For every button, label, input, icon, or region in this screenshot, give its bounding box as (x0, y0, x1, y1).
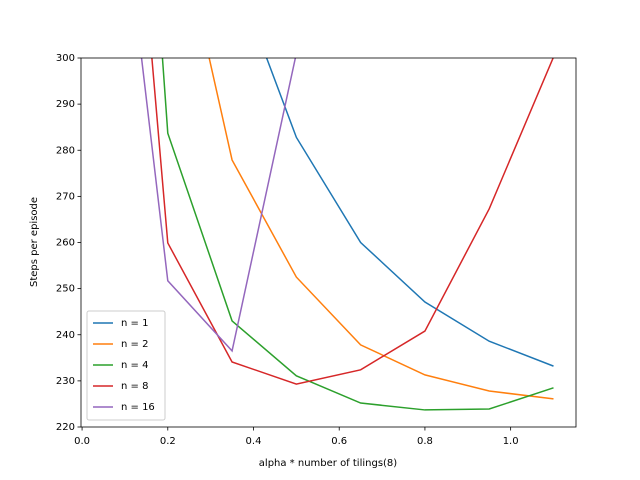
plot-area (140, 58, 554, 411)
axes-frame (80, 57, 577, 428)
x-tick-label: 0.4 (246, 436, 262, 447)
series-line (161, 58, 554, 411)
x-tick-label: 0.2 (160, 436, 176, 447)
y-tick-label: 260 (56, 238, 75, 249)
y-tick-label: 250 (56, 284, 75, 295)
x-axis-label: alpha * number of tilings(8) (259, 458, 398, 469)
y-tick-label: 280 (56, 145, 75, 156)
legend-label: n = 2 (121, 339, 148, 350)
legend-label: n = 1 (121, 318, 148, 329)
y-tick-label: 240 (56, 330, 75, 341)
y-tick-label: 220 (56, 422, 75, 433)
x-tick-label: 0.0 (74, 436, 90, 447)
y-tick-label: 230 (56, 376, 75, 387)
y-axis-label: Steps per episode (29, 197, 40, 287)
legend-label: n = 16 (121, 402, 155, 413)
y-tick-label: 270 (56, 191, 75, 202)
y-tick-label: 300 (56, 53, 75, 64)
series-line (140, 58, 297, 353)
x-tick-label: 0.8 (417, 436, 433, 447)
series-line (265, 58, 554, 367)
legend-box (86, 310, 166, 421)
x-tick-label: 1.0 (503, 436, 519, 447)
x-tick-label: 0.6 (331, 436, 347, 447)
series-line (151, 58, 554, 385)
y-tick-label: 290 (56, 99, 75, 110)
legend-label: n = 4 (121, 360, 148, 371)
series-line (208, 58, 554, 400)
legend-label: n = 8 (121, 381, 148, 392)
